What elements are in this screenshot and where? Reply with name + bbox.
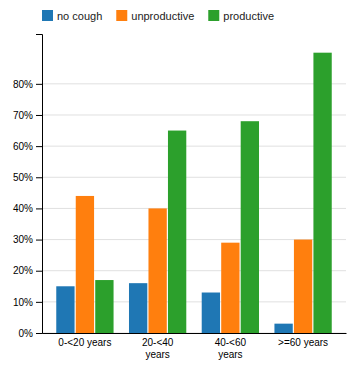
- axis-line: [43, 333, 347, 334]
- tick-mark: [36, 177, 42, 178]
- tick-mark: [36, 84, 42, 85]
- tick-label: >=60 years: [278, 337, 328, 348]
- tick-mark: [36, 271, 42, 272]
- tick-mark: [36, 333, 42, 334]
- legend-swatch: [208, 10, 219, 21]
- tick-mark: [36, 208, 42, 209]
- legend-swatch: [116, 10, 127, 21]
- tick-label-line: >=60 years: [278, 337, 328, 348]
- tick-label: 20%: [13, 265, 33, 276]
- tick-label: 40%: [13, 203, 33, 214]
- grid-line: [42, 114, 346, 115]
- legend-label: no cough: [57, 10, 102, 22]
- legend-label: unproductive: [131, 10, 194, 22]
- legend-label: productive: [223, 10, 274, 22]
- chart-container: 0% 10% 20% 30% 40% 50% 60% 70% 80% 0-<20 years 20-…: [0, 0, 356, 377]
- bar-series: [95, 53, 332, 333]
- tick-mark: [36, 115, 42, 116]
- tick-mark: [36, 146, 42, 147]
- legend-item: no cough: [42, 10, 102, 22]
- tick-label-line: years: [218, 349, 242, 360]
- tick-label: 50%: [13, 172, 33, 183]
- bars: [56, 53, 331, 333]
- tick: 30%: [13, 234, 42, 245]
- tick: 80%: [13, 79, 42, 90]
- tick-label: 80%: [13, 79, 33, 90]
- tick-label: 30%: [13, 234, 33, 245]
- tick-label: 20-<40years: [142, 337, 174, 360]
- grid-line: [42, 177, 346, 178]
- tick-label-line: 40-<60: [215, 337, 247, 348]
- grid-line: [42, 146, 346, 147]
- tick: 20%: [13, 265, 42, 276]
- tick-label-line: 20-<40: [142, 337, 174, 348]
- tick-label: 10%: [13, 297, 33, 308]
- grid: [42, 84, 346, 333]
- tick-label: 0%: [19, 328, 34, 339]
- legend-item: productive: [208, 10, 274, 22]
- plot-area: 0% 10% 20% 30% 40% 50% 60% 70% 80% 0-<20 years 20-…: [13, 35, 347, 360]
- bar-series: [76, 196, 313, 333]
- bar: [274, 324, 292, 333]
- tick-label-line: 0-<20 years: [58, 337, 111, 348]
- tick: 60%: [13, 141, 42, 152]
- legend: no cough unproductive productive: [42, 10, 274, 22]
- tick-label: 70%: [13, 110, 33, 121]
- bar: [221, 243, 239, 333]
- x-axis: 0-<20 years20-<40years40-<60years>=60 ye…: [43, 334, 347, 360]
- tick: 70%: [13, 110, 42, 121]
- tick: 0-<20 years: [58, 337, 111, 348]
- tick-label: 60%: [13, 141, 33, 152]
- bar: [241, 121, 259, 333]
- bar: [95, 280, 113, 333]
- bar: [148, 208, 166, 333]
- grid-line: [42, 83, 346, 84]
- tick: 40%: [13, 203, 42, 214]
- bar: [294, 240, 312, 333]
- legend-swatch: [42, 10, 53, 21]
- tick: 20-<40years: [142, 337, 174, 360]
- tick-mark: [36, 302, 42, 303]
- bar: [313, 53, 331, 333]
- tick-label-line: years: [145, 349, 169, 360]
- chart: 0% 10% 20% 30% 40% 50% 60% 70% 80% 0-<20 years 20-…: [0, 0, 356, 377]
- bar: [76, 196, 94, 333]
- tick: 0%: [19, 328, 42, 339]
- bar: [129, 283, 147, 333]
- tick: 40-<60years: [215, 337, 247, 360]
- legend-item: unproductive: [116, 10, 194, 22]
- tick-label: 0-<20 years: [58, 337, 111, 348]
- tick-mark: [36, 240, 42, 241]
- tick: >=60 years: [278, 337, 328, 348]
- y-axis: 0% 10% 20% 30% 40% 50% 60% 70% 80%: [13, 35, 43, 339]
- bar: [168, 131, 186, 333]
- tick: 10%: [13, 297, 42, 308]
- tick: 50%: [13, 172, 42, 183]
- axis-line: [36, 35, 43, 334]
- bar: [56, 286, 74, 333]
- tick-label: 40-<60years: [215, 337, 247, 360]
- bar: [202, 293, 220, 333]
